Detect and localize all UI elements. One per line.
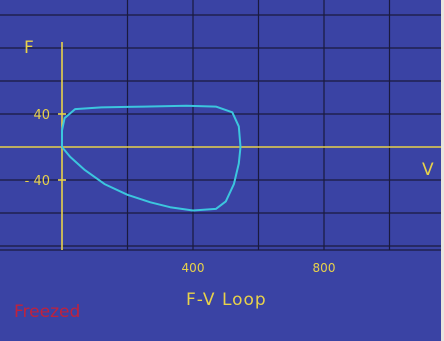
x-tick-label: 400 (182, 261, 205, 275)
y-axis-label: F (24, 38, 34, 58)
y-tick-label: 40 (33, 108, 50, 123)
y-tick-label: - 40 (25, 174, 50, 189)
x-tick-label: 800 (313, 261, 336, 275)
freeze-status: Freezed (14, 302, 81, 322)
chart-title: F-V Loop (186, 290, 267, 310)
x-axis-label: V (422, 160, 434, 180)
fv-loop-trace (61, 104, 242, 212)
